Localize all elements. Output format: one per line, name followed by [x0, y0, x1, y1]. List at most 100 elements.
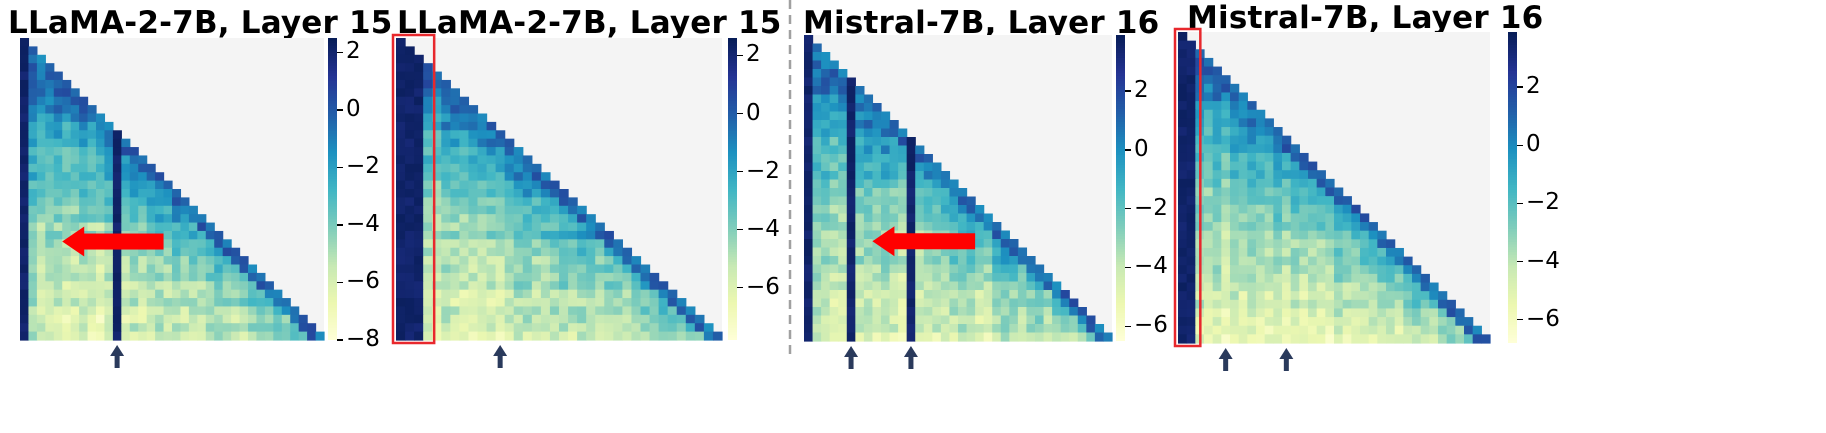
heatmap-cell — [45, 121, 55, 131]
colorbar-tick — [1517, 202, 1523, 205]
heatmap-cell — [1221, 204, 1231, 215]
heatmap-cell — [595, 323, 605, 333]
heatmap-cell — [1377, 299, 1387, 310]
heatmap-cell — [1256, 282, 1266, 292]
heatmap-cell — [559, 205, 569, 215]
heatmap-cell — [1290, 187, 1300, 197]
heatmap-cell — [513, 197, 524, 207]
heatmap-cell — [932, 332, 942, 342]
heatmap-cell — [146, 205, 156, 215]
heatmap-cell — [863, 315, 874, 325]
heatmap-cell — [604, 289, 614, 299]
heatmap-cell — [1282, 282, 1292, 292]
heatmap-cell — [855, 324, 865, 334]
heatmap-cell — [923, 298, 933, 308]
heatmap-cell — [459, 105, 470, 115]
heatmap-cell — [1308, 256, 1318, 266]
heatmap-cell — [468, 331, 479, 341]
heatmap-cell — [138, 264, 148, 274]
heatmap-cell — [1017, 298, 1028, 308]
heatmap-cell — [522, 197, 533, 207]
heatmap-cell — [949, 179, 959, 189]
heatmap-cell — [405, 264, 415, 274]
heatmap-cell — [1308, 222, 1318, 232]
heatmap-cell — [214, 256, 224, 266]
heatmap-cell — [239, 314, 249, 324]
heatmap-cell — [898, 222, 908, 232]
heatmap-cell — [958, 222, 968, 232]
heatmap-cell — [1247, 135, 1257, 145]
heatmap-cell — [1394, 265, 1404, 275]
heatmap-cell — [846, 307, 856, 317]
heatmap-cell — [405, 230, 415, 240]
heatmap-cell — [812, 162, 822, 172]
heatmap-cell — [549, 323, 560, 333]
heatmap-cell — [1230, 273, 1240, 284]
heatmap-cell — [1394, 256, 1404, 266]
heatmap-cell — [1438, 334, 1448, 344]
heatmap-cell — [1238, 127, 1248, 137]
heatmap-cell — [829, 171, 839, 181]
heatmap-cell — [45, 105, 55, 115]
heatmap-cell — [432, 205, 442, 215]
heatmap-cell — [1368, 273, 1378, 284]
heatmap-cell — [540, 214, 551, 224]
heatmap-cell — [396, 46, 406, 56]
heatmap-cell — [20, 272, 30, 282]
heatmap-cell — [1043, 324, 1053, 334]
heatmap-cell — [414, 155, 424, 165]
heatmap-cell — [898, 205, 908, 215]
heatmap-cell — [915, 264, 925, 274]
heatmap-cell — [459, 281, 470, 291]
heatmap-cell — [70, 130, 80, 140]
heatmap-cell — [70, 222, 80, 232]
heatmap-cell — [992, 230, 1002, 240]
heatmap-cell — [1230, 92, 1240, 102]
heatmap-cell — [1299, 152, 1309, 163]
heatmap-cell — [1238, 247, 1248, 258]
heatmap-cell — [1026, 332, 1036, 342]
heatmap-cell — [28, 105, 38, 115]
heatmap-cell — [79, 130, 89, 140]
heatmap-cell — [459, 222, 470, 232]
heatmap-cell — [889, 162, 899, 172]
heatmap-cell — [172, 197, 182, 207]
heatmap-cell — [468, 214, 479, 224]
heatmap-cell — [205, 222, 215, 232]
heatmap-cell — [855, 290, 865, 300]
heatmap-cell — [1178, 135, 1188, 145]
heatmap-cell — [20, 281, 30, 291]
heatmap-cell — [495, 205, 506, 215]
heatmap-cell — [70, 172, 80, 182]
arrow-up-icon — [493, 345, 508, 368]
heatmap-cell — [958, 332, 968, 342]
heatmap-cell — [949, 196, 959, 206]
heatmap-cell — [975, 205, 985, 215]
heatmap-cell — [983, 332, 993, 342]
heatmap-cell — [1204, 127, 1214, 137]
heatmap-cell — [155, 331, 165, 341]
heatmap-cell — [20, 289, 30, 299]
heatmap-cell — [838, 171, 848, 181]
heatmap-cell — [838, 222, 848, 232]
heatmap-cell — [613, 331, 623, 341]
heatmap-cell — [188, 314, 198, 324]
heatmap-cell — [36, 205, 46, 215]
heatmap-cell — [992, 264, 1002, 274]
heatmap-cell — [838, 179, 848, 189]
heatmap-cell — [1103, 332, 1113, 342]
heatmap-cell — [129, 331, 139, 341]
heatmap-cell — [559, 189, 569, 198]
heatmap-cell — [468, 172, 479, 182]
heatmap-cell — [846, 145, 856, 155]
heatmap-cell — [450, 180, 460, 190]
heatmap-cell — [898, 315, 908, 325]
heatmap-cell — [1230, 291, 1240, 301]
colorbar-tick-label: −6 — [346, 268, 380, 295]
heatmap-cell — [1368, 222, 1378, 232]
heatmap-cell — [414, 54, 424, 64]
heatmap-cell — [640, 281, 651, 291]
heatmap-cell — [264, 289, 274, 299]
heatmap-cell — [138, 323, 148, 333]
heatmap-cell — [940, 298, 951, 308]
